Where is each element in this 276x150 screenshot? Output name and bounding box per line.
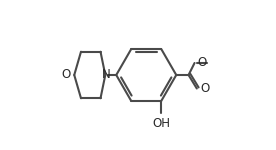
Text: N: N <box>102 68 111 81</box>
Text: OH: OH <box>152 117 170 130</box>
Text: O: O <box>200 82 209 95</box>
Text: O: O <box>61 68 70 81</box>
Text: O: O <box>198 56 207 69</box>
